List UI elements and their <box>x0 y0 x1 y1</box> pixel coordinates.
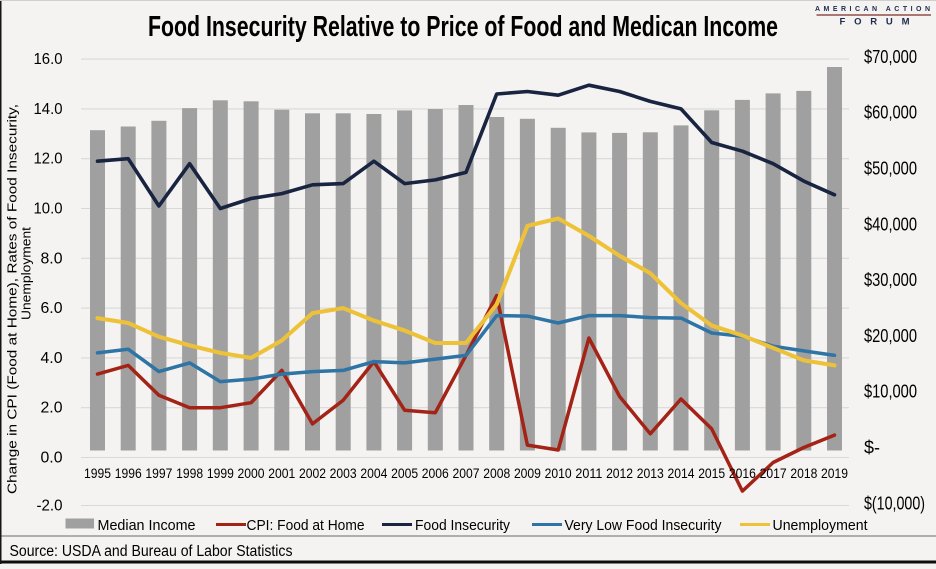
svg-text:8.0: 8.0 <box>41 250 63 267</box>
svg-text:-2.0: -2.0 <box>37 498 63 515</box>
svg-text:0.0: 0.0 <box>41 450 63 467</box>
svg-text:$50,000: $50,000 <box>864 159 917 179</box>
svg-text:1996: 1996 <box>115 465 142 481</box>
svg-text:Unemployment: Unemployment <box>19 227 34 320</box>
svg-text:2017: 2017 <box>760 465 787 481</box>
svg-text:2014: 2014 <box>667 465 694 481</box>
svg-text:Food Insecurity: Food Insecurity <box>415 517 510 534</box>
svg-text:Unemployment: Unemployment <box>773 517 869 534</box>
svg-text:2011: 2011 <box>575 465 602 481</box>
svg-text:$10,000: $10,000 <box>864 382 917 402</box>
svg-text:Median Income: Median Income <box>98 517 196 534</box>
svg-text:FORUM: FORUM <box>840 17 916 28</box>
svg-text:1997: 1997 <box>145 465 172 481</box>
svg-text:2008: 2008 <box>483 465 510 481</box>
svg-text:2009: 2009 <box>514 465 541 481</box>
svg-text:$-: $- <box>864 438 880 458</box>
svg-text:Food Insecurity Relative to Pr: Food Insecurity Relative to Price of Foo… <box>148 11 778 43</box>
svg-text:2013: 2013 <box>637 465 664 481</box>
svg-text:CPI: Food at Home: CPI: Food at Home <box>247 517 365 534</box>
svg-text:2000: 2000 <box>238 465 265 481</box>
svg-text:2019: 2019 <box>821 465 848 481</box>
svg-text:2010: 2010 <box>545 465 572 481</box>
svg-text:12.0: 12.0 <box>34 151 63 168</box>
svg-text:2018: 2018 <box>790 465 817 481</box>
svg-text:$20,000: $20,000 <box>864 326 917 346</box>
svg-text:6.0: 6.0 <box>41 300 63 317</box>
svg-text:14.0: 14.0 <box>34 101 63 118</box>
svg-text:1999: 1999 <box>207 465 234 481</box>
svg-text:16.0: 16.0 <box>34 51 63 68</box>
svg-text:2.0: 2.0 <box>41 400 63 417</box>
svg-text:$70,000: $70,000 <box>864 47 917 67</box>
svg-text:2002: 2002 <box>299 465 326 481</box>
svg-text:$60,000: $60,000 <box>864 103 917 123</box>
svg-text:2012: 2012 <box>606 465 633 481</box>
svg-text:2001: 2001 <box>268 465 295 481</box>
svg-text:2006: 2006 <box>422 465 449 481</box>
svg-text:$40,000: $40,000 <box>864 214 917 234</box>
svg-text:2004: 2004 <box>360 465 387 481</box>
svg-text:AMERICAN ACTION: AMERICAN ACTION <box>815 6 932 13</box>
svg-text:$(10,000): $(10,000) <box>864 493 925 513</box>
svg-text:2005: 2005 <box>391 465 418 481</box>
svg-text:4.0: 4.0 <box>41 350 63 367</box>
svg-text:Change in CPI (Food at Home),: Change in CPI (Food at Home), Rates of F… <box>5 104 20 494</box>
svg-text:10.0: 10.0 <box>34 201 63 218</box>
svg-text:1995: 1995 <box>84 465 111 481</box>
svg-text:1998: 1998 <box>176 465 203 481</box>
svg-text:2016: 2016 <box>729 465 756 481</box>
svg-text:$30,000: $30,000 <box>864 270 917 290</box>
svg-text:Very Low Food Insecurity: Very Low Food Insecurity <box>565 517 722 534</box>
svg-text:Source: USDA and Bureau of Lab: Source: USDA and Bureau of Labor Statist… <box>10 543 293 560</box>
svg-text:2015: 2015 <box>698 465 725 481</box>
svg-text:2003: 2003 <box>330 465 357 481</box>
svg-text:2007: 2007 <box>453 465 480 481</box>
